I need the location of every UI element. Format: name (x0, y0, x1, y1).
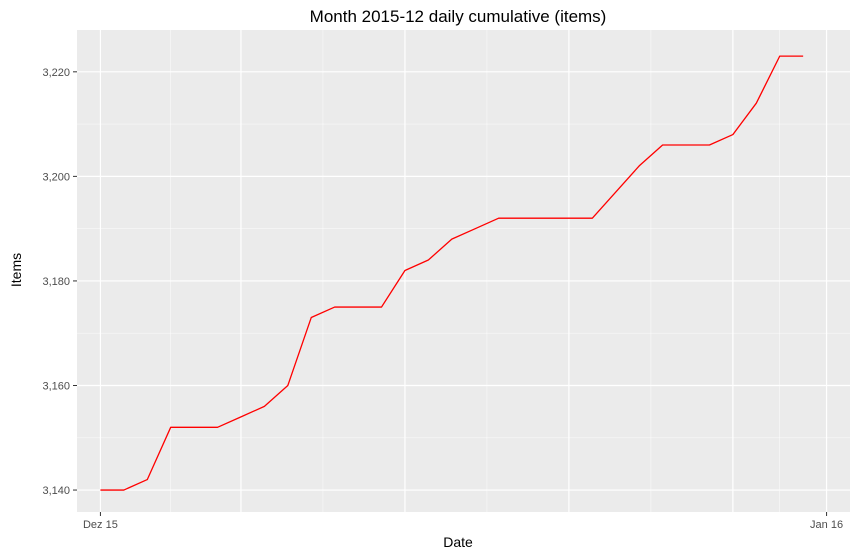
axes: 3,140 3,160 3,180 3,200 3,220 Dez 15 Jan 16 (42, 67, 843, 531)
panel-background (77, 30, 850, 512)
x-axis-title: Date (443, 534, 473, 550)
x-tick-label: Dez 15 (83, 519, 118, 531)
series-layer (100, 55, 804, 491)
y-tick-label: 3,200 (42, 171, 70, 183)
chart-title: Month 2015-12 daily cumulative (items) (310, 7, 607, 26)
y-tick-label: 3,160 (42, 380, 70, 392)
y-axis-title: Items (8, 253, 24, 287)
y-tick-label: 3,180 (42, 276, 70, 288)
x-tick-label: Jan 16 (810, 519, 843, 531)
plot-panel (77, 30, 850, 512)
series-line (100, 55, 804, 491)
y-tick-label: 3,220 (42, 67, 70, 79)
y-tick-label: 3,140 (42, 485, 70, 497)
